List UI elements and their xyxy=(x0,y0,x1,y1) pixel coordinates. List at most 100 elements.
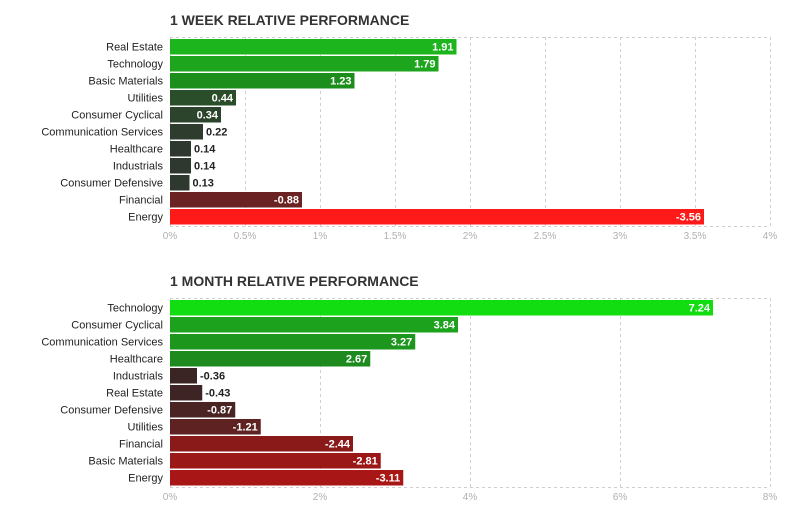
month-bar-row: Healthcare 2.67 xyxy=(110,351,371,367)
week-value-label: 0.14 xyxy=(194,144,216,156)
week-value-label: 0.44 xyxy=(212,93,234,105)
month-bar xyxy=(170,317,458,333)
week-value-label: 0.13 xyxy=(193,178,214,190)
week-category-label: Healthcare xyxy=(110,144,163,156)
week-bar-row: Energy -3.56 xyxy=(128,209,704,225)
month-value-label: -3.11 xyxy=(376,473,400,485)
month-category-label: Energy xyxy=(128,473,163,485)
week-value-label: 0.14 xyxy=(194,161,216,173)
week-bar xyxy=(170,107,221,123)
month-category-label: Communication Services xyxy=(41,337,163,349)
month-category-label: Financial xyxy=(119,439,163,451)
month-tick-label: 6% xyxy=(613,492,628,503)
week-value-label: -3.56 xyxy=(676,212,701,224)
week-bar-row: Technology 1.79 xyxy=(107,56,439,72)
month-bar-row: Energy -3.11 xyxy=(128,470,404,486)
week-category-label: Communication Services xyxy=(41,127,163,139)
week-tick-label: 2% xyxy=(463,231,478,242)
week-tick-label: 1% xyxy=(313,231,328,242)
month-bar-row: Communication Services 3.27 xyxy=(41,334,416,350)
month-bar xyxy=(170,300,713,316)
month-category-label: Consumer Defensive xyxy=(60,405,163,417)
month-category-label: Industrials xyxy=(113,371,164,383)
week-category-label: Energy xyxy=(128,212,163,224)
week-tick-label: 0.5% xyxy=(234,231,257,242)
month-category-label: Consumer Cyclical xyxy=(71,320,163,332)
month-value-label: 3.27 xyxy=(391,337,412,349)
week-tick-label: 3.5% xyxy=(684,231,707,242)
month-value-label: -2.81 xyxy=(353,456,378,468)
month-bar xyxy=(170,419,261,435)
month-value-label: -0.43 xyxy=(205,388,230,400)
week-chart-title: 1 WEEK RELATIVE PERFORMANCE xyxy=(170,12,409,28)
month-bar xyxy=(170,402,236,418)
month-bar-row: Consumer Cyclical 3.84 xyxy=(71,317,458,333)
week-bar xyxy=(170,209,704,225)
week-category-label: Consumer Cyclical xyxy=(71,110,163,122)
month-tick-label: 8% xyxy=(763,492,778,503)
week-bar-row: Communication Services 0.22 xyxy=(41,124,227,140)
month-category-label: Utilities xyxy=(128,422,164,434)
month-bar xyxy=(170,368,197,384)
week-value-label: 0.22 xyxy=(206,127,227,139)
month-bar-row: Industrials -0.36 xyxy=(113,368,225,384)
month-bar xyxy=(170,351,371,367)
month-category-label: Technology xyxy=(107,303,163,315)
month-value-label: 2.67 xyxy=(346,354,367,366)
month-category-label: Basic Materials xyxy=(88,456,163,468)
month-category-label: Healthcare xyxy=(110,354,163,366)
month-bar-row: Basic Materials -2.81 xyxy=(88,453,381,469)
week-tick-label: 1.5% xyxy=(384,231,407,242)
month-value-label: 3.84 xyxy=(434,320,456,332)
week-bar xyxy=(170,124,203,140)
week-tick-label: 0% xyxy=(163,231,178,242)
month-tick-label: 0% xyxy=(163,492,178,503)
week-value-label: -0.88 xyxy=(274,195,299,207)
month-value-label: -0.36 xyxy=(200,371,225,383)
week-bar xyxy=(170,192,302,208)
month-bar xyxy=(170,436,353,452)
week-value-label: 0.34 xyxy=(197,110,219,122)
month-bar xyxy=(170,453,381,469)
month-bar-row: Technology 7.24 xyxy=(107,300,713,316)
month-value-label: -2.44 xyxy=(325,439,351,451)
month-bar xyxy=(170,385,203,401)
month-chart: 1 MONTH RELATIVE PERFORMANCE 0% 2% 4% 6% 8% Te… xyxy=(41,273,777,503)
week-bar xyxy=(170,90,236,106)
month-value-label: 7.24 xyxy=(689,303,711,315)
week-value-label: 1.79 xyxy=(414,59,435,71)
month-category-label: Real Estate xyxy=(106,388,163,400)
month-bar-row: Utilities -1.21 xyxy=(128,419,261,435)
month-bar-row: Real Estate -0.43 xyxy=(106,385,230,401)
month-value-label: -0.87 xyxy=(207,405,232,417)
week-bar-row: Utilities 0.44 xyxy=(128,90,236,106)
week-category-label: Industrials xyxy=(113,161,164,173)
week-value-label: 1.23 xyxy=(330,76,351,88)
month-value-label: -1.21 xyxy=(233,422,258,434)
month-chart-title: 1 MONTH RELATIVE PERFORMANCE xyxy=(170,273,419,289)
week-bar xyxy=(170,56,439,72)
week-bar xyxy=(170,39,457,55)
month-tick-label: 2% xyxy=(313,492,328,503)
week-tick-label: 4% xyxy=(763,231,778,242)
month-bar-row: Financial -2.44 xyxy=(119,436,353,452)
week-category-label: Technology xyxy=(107,59,163,71)
week-category-label: Utilities xyxy=(128,93,164,105)
week-bar-row: Consumer Cyclical 0.34 xyxy=(71,107,221,123)
month-bar-row: Consumer Defensive -0.87 xyxy=(60,402,236,418)
week-bar xyxy=(170,158,191,174)
week-category-label: Basic Materials xyxy=(88,76,163,88)
week-bar-row: Basic Materials 1.23 xyxy=(88,73,355,89)
week-category-label: Financial xyxy=(119,195,163,207)
week-value-label: 1.91 xyxy=(432,42,453,54)
month-tick-label: 4% xyxy=(463,492,478,503)
week-bar-row: Consumer Defensive 0.13 xyxy=(60,175,214,191)
week-bar xyxy=(170,73,355,89)
week-bar xyxy=(170,141,191,157)
month-bar xyxy=(170,334,416,350)
month-bar xyxy=(170,470,404,486)
week-bar-row: Financial -0.88 xyxy=(119,192,302,208)
week-bar xyxy=(170,175,190,191)
